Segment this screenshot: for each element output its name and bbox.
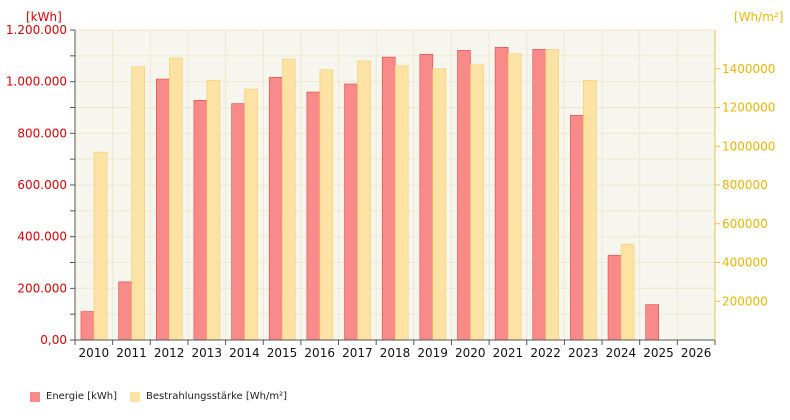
energy-bar-2016 xyxy=(306,91,321,341)
x-tick-label: 2013 xyxy=(191,346,222,360)
legend-energy: Energie [kWh] xyxy=(30,391,117,402)
x-tick-label: 2016 xyxy=(304,346,335,360)
irradiance-bar-2014 xyxy=(244,88,258,341)
x-tick-label: 2025 xyxy=(643,346,674,360)
x-tick-label: 2022 xyxy=(530,346,561,360)
x-tick-label: 2011 xyxy=(116,346,147,360)
y-left-tick-label: 1.200.000 xyxy=(6,23,67,37)
x-tick-label: 2015 xyxy=(267,346,298,360)
irradiance-bar-2017 xyxy=(357,60,371,341)
x-tick-label: 2014 xyxy=(229,346,260,360)
y-right-tick-label: 800000 xyxy=(722,178,768,192)
x-ticks: 2010 2011 2012 2013 2014 2015 2016 2017 2018 2019… xyxy=(74,340,716,360)
y-left-tick-label: 600.000 xyxy=(17,178,67,192)
energy-bar-2014 xyxy=(231,103,245,341)
legend-energy-swatch xyxy=(30,391,40,402)
bars-group xyxy=(80,47,660,341)
irradiance-bar-2018 xyxy=(394,65,409,341)
y-left-tick-label: 0,00 xyxy=(40,333,67,347)
x-tick-label: 2019 xyxy=(417,346,448,360)
energy-bar-2015 xyxy=(268,76,283,341)
irradiance-bar-2010 xyxy=(93,151,108,341)
y-right-tick-label: 1200000 xyxy=(722,101,775,115)
irradiance-bar-2020 xyxy=(470,64,484,341)
x-tick-label: 2017 xyxy=(342,346,373,360)
legend-energy-label: Energie [kWh] xyxy=(46,391,118,402)
legend-irradiance: Bestrahlungsstärke [Wh/m²] xyxy=(130,391,287,402)
energy-bar-2012 xyxy=(155,78,170,341)
energy-bar-2021 xyxy=(494,47,509,341)
irradiance-bar-2013 xyxy=(206,80,221,341)
legend-irradiance-label: Bestrahlungsstärke [Wh/m²] xyxy=(146,391,288,402)
x-tick-label: 2010 xyxy=(79,346,110,360)
y-right-tick-label: 1000000 xyxy=(722,139,775,153)
legend-irradiance-swatch xyxy=(130,391,140,402)
y-left-tick-label: 1.000.000 xyxy=(6,75,67,89)
x-tick-label: 2012 xyxy=(154,346,185,360)
x-tick-label: 2020 xyxy=(455,346,486,360)
energy-bar-2013 xyxy=(193,99,208,341)
y-left-ticks: 0,00 200.000 400.000 600.000 800.000 1.000.00… xyxy=(6,23,75,347)
y-right-tick-label: 600000 xyxy=(722,217,768,231)
energy-bar-2022 xyxy=(532,49,547,341)
irradiance-bar-2012 xyxy=(168,57,183,341)
y-left-tick-label: 200.000 xyxy=(17,281,67,295)
irradiance-bar-2021 xyxy=(507,53,522,341)
y-right-unit-label: [Wh/m²] xyxy=(734,10,783,24)
x-tick-label: 2023 xyxy=(568,346,599,360)
energy-bar-2023 xyxy=(570,114,584,341)
irradiance-bar-2011 xyxy=(131,66,145,341)
energy-bar-2011 xyxy=(118,281,132,341)
irradiance-bar-2019 xyxy=(432,68,447,341)
y-right-tick-label: 400000 xyxy=(722,256,768,270)
y-right-ticks: 200000 400000 600000 800000 1000000 1200000 14… xyxy=(715,62,775,308)
y-right-tick-label: 1400000 xyxy=(722,62,775,76)
energy-bar-2010 xyxy=(80,311,95,341)
energy-bar-2020 xyxy=(457,50,471,341)
energy-bar-2025 xyxy=(645,304,660,341)
irradiance-bar-2016 xyxy=(319,69,334,341)
y-left-unit-label: [kWh] xyxy=(26,10,62,24)
x-tick-label: 2026 xyxy=(681,346,712,360)
energy-bar-2018 xyxy=(381,56,396,341)
irradiance-bar-2024 xyxy=(620,243,635,341)
x-tick-label: 2024 xyxy=(606,346,637,360)
irradiance-bar-2015 xyxy=(281,58,296,341)
y-left-tick-label: 400.000 xyxy=(17,230,67,244)
energy-bar-2017 xyxy=(344,83,358,341)
y-left-tick-label: 800.000 xyxy=(17,126,67,140)
energy-bar-2024 xyxy=(607,254,622,341)
x-tick-label: 2018 xyxy=(380,346,411,360)
x-tick-label: 2021 xyxy=(493,346,524,360)
irradiance-bar-2022 xyxy=(545,49,560,341)
irradiance-bar-2023 xyxy=(583,80,597,341)
y-right-tick-label: 200000 xyxy=(722,294,768,308)
energy-bar-2019 xyxy=(419,53,434,341)
